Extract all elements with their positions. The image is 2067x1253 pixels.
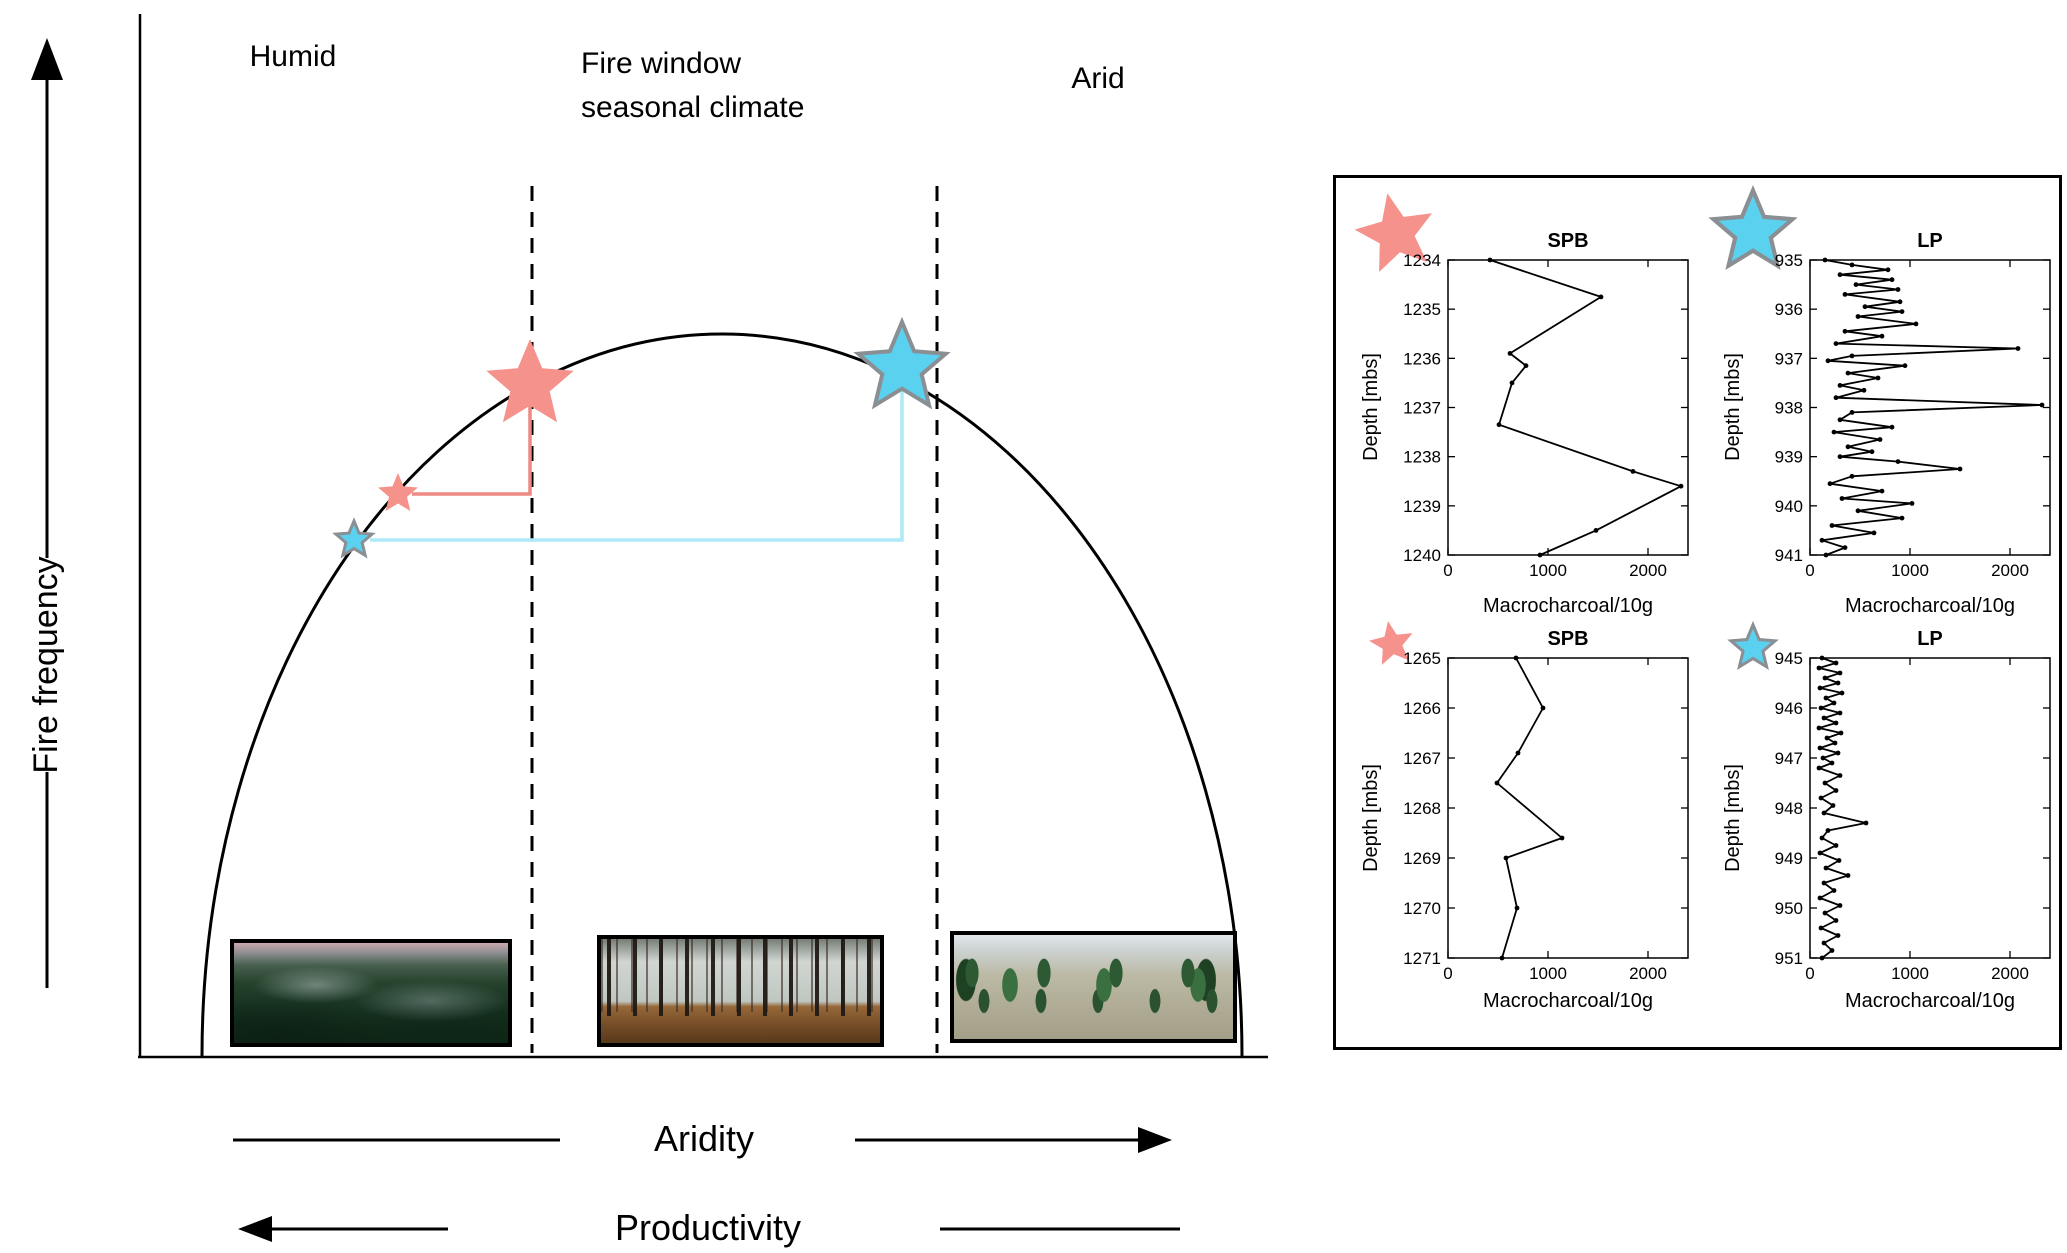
svg-text:1234: 1234	[1403, 251, 1441, 270]
svg-text:1000: 1000	[1891, 964, 1929, 983]
panel-small-pink-star-icon	[1369, 621, 1413, 665]
chart-ylabel-lp-upper: Depth [mbs]	[1722, 353, 1744, 461]
svg-text:935: 935	[1775, 251, 1803, 270]
arid-zone-label: Arid	[1071, 62, 1125, 95]
svg-text:938: 938	[1775, 399, 1803, 418]
svg-text:950: 950	[1775, 899, 1803, 918]
fire-frequency-axis-label: Fire frequency	[27, 556, 65, 774]
chart-xlabel-spb-upper: Macrocharcoal/10g	[1482, 595, 1654, 617]
panel-small-pink-star-shape	[1369, 621, 1413, 665]
panel-large-pink-star-shape	[1354, 193, 1433, 273]
fire-frequency-curve	[200, 332, 1244, 1057]
spb-connector-line	[412, 400, 532, 496]
svg-text:2000: 2000	[1629, 561, 1667, 580]
fire-window-zone-label: Fire window seasonal climate	[581, 42, 804, 130]
chart-lp-upper: 0 1000 2000 935 936 937 938 939 940 941	[1775, 251, 2051, 580]
svg-text:1265: 1265	[1403, 649, 1441, 668]
large-pink-star-icon	[486, 339, 574, 423]
svg-text:2000: 2000	[1991, 561, 2029, 580]
svg-text:0: 0	[1443, 561, 1452, 580]
svg-text:936: 936	[1775, 300, 1803, 319]
svg-text:1000: 1000	[1891, 561, 1929, 580]
svg-text:0: 0	[1805, 561, 1814, 580]
chart-xlabel-lp-upper: Macrocharcoal/10g	[1844, 595, 2016, 617]
svg-text:939: 939	[1775, 448, 1803, 467]
svg-text:1271: 1271	[1403, 949, 1441, 968]
svg-text:1239: 1239	[1403, 497, 1441, 516]
svg-text:1236: 1236	[1403, 349, 1441, 368]
svg-text:0: 0	[1443, 964, 1452, 983]
svg-text:1269: 1269	[1403, 849, 1441, 868]
svg-text:946: 946	[1775, 699, 1803, 718]
photo-seasonal-fire-forest	[597, 935, 884, 1047]
chart-spb-lower: 0 1000 2000 1265 1266 1267 1268 1269 1270 1271	[1403, 649, 1689, 983]
svg-text:948: 948	[1775, 799, 1803, 818]
chart-lp-lower: 0 1000 2000 945 946 947 948 949 950 951	[1775, 649, 2051, 983]
svg-text:947: 947	[1775, 749, 1803, 768]
svg-text:937: 937	[1775, 349, 1803, 368]
svg-text:1000: 1000	[1529, 964, 1567, 983]
svg-text:1237: 1237	[1403, 399, 1441, 418]
panel-large-blue-star-icon	[1708, 184, 1798, 271]
fire-frequency-arrowhead-icon	[31, 38, 63, 80]
svg-text:1240: 1240	[1403, 546, 1441, 565]
panel-small-blue-star-icon	[1727, 620, 1779, 670]
chart-xlabel-spb-lower: Macrocharcoal/10g	[1482, 990, 1654, 1012]
productivity-arrowhead-icon	[238, 1216, 272, 1242]
chart-title-spb-upper: SPB	[1547, 230, 1589, 252]
humid-zone-label: Humid	[249, 40, 337, 73]
chart-xlabel-lp-lower: Macrocharcoal/10g	[1844, 990, 2016, 1012]
svg-text:951: 951	[1775, 949, 1803, 968]
chart-title-spb-lower: SPB	[1547, 628, 1589, 650]
panel-small-blue-star-shape	[1727, 620, 1779, 670]
small-blue-star-icon	[336, 521, 372, 555]
svg-text:1266: 1266	[1403, 699, 1441, 718]
chart-ylabel-spb-lower: Depth [mbs]	[1360, 764, 1382, 872]
chart-ylabel-lp-lower: Depth [mbs]	[1722, 764, 1744, 872]
large-blue-star-icon	[858, 322, 945, 405]
svg-text:1000: 1000	[1529, 561, 1567, 580]
aridity-arrowhead-icon	[1138, 1127, 1172, 1153]
fire-window-label-line1: Fire window	[581, 47, 742, 80]
panel-large-blue-star-shape	[1708, 184, 1798, 271]
svg-text:1238: 1238	[1403, 448, 1441, 467]
lp-connector-line	[370, 385, 904, 542]
svg-text:2000: 2000	[1629, 964, 1667, 983]
svg-text:1235: 1235	[1403, 300, 1441, 319]
chart-title-lp-upper: LP	[1917, 230, 1943, 252]
aridity-axis-label: Aridity	[653, 1118, 755, 1159]
svg-text:0: 0	[1805, 964, 1814, 983]
fire-aridity-diagram	[31, 14, 1268, 1242]
chart-title-lp-lower: LP	[1917, 628, 1943, 650]
chart-spb-upper: 0 1000 2000 1234 1235 1236 1237 1238 1239 1240	[1403, 251, 1689, 580]
svg-text:945: 945	[1775, 649, 1803, 668]
panel-large-pink-star-icon	[1354, 193, 1433, 273]
charcoal-records-panel: SPB Depth [mbs] 0 1000 2000 1234 1235 1236 123…	[1333, 175, 2062, 1050]
svg-text:949: 949	[1775, 849, 1803, 868]
svg-text:941: 941	[1775, 546, 1803, 565]
svg-text:1268: 1268	[1403, 799, 1441, 818]
svg-text:1270: 1270	[1403, 899, 1441, 918]
svg-text:1267: 1267	[1403, 749, 1441, 768]
svg-text:940: 940	[1775, 497, 1803, 516]
chart-ylabel-spb-upper: Depth [mbs]	[1360, 353, 1382, 461]
svg-text:2000: 2000	[1991, 964, 2029, 983]
photo-humid-rainforest	[230, 939, 512, 1047]
fire-window-label-line2: seasonal climate	[581, 91, 805, 124]
small-pink-star-icon	[378, 473, 418, 511]
productivity-axis-label: Productivity	[614, 1207, 802, 1248]
photo-arid-open-woodland	[950, 931, 1237, 1043]
